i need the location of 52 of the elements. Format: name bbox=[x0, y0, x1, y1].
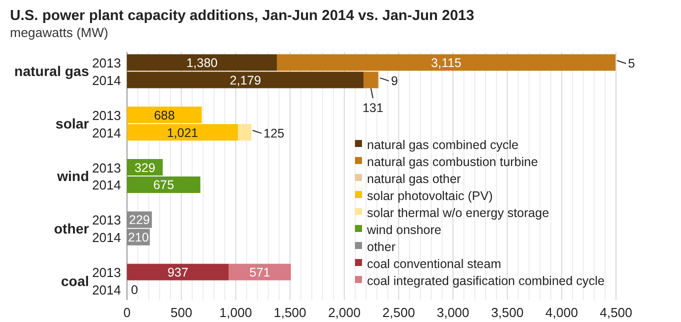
y-tick-label: 2013 bbox=[92, 265, 121, 280]
chart-title: U.S. power plant capacity additions, Jan-Jun 2014 vs. Jan-Jun 2013 bbox=[10, 8, 474, 24]
x-tick-label: 2,500 bbox=[382, 305, 415, 320]
y-tick-label: 2014 bbox=[92, 125, 121, 140]
legend-label: other bbox=[367, 240, 396, 254]
data-label: 0 bbox=[131, 283, 138, 298]
data-label: 329 bbox=[134, 160, 156, 175]
x-tick-label: 2,000 bbox=[328, 305, 361, 320]
y-tick-label: 2014 bbox=[92, 178, 121, 193]
y-tick-label: 2014 bbox=[92, 230, 121, 246]
data-label: 937 bbox=[167, 266, 188, 280]
data-label: 571 bbox=[249, 266, 270, 280]
legend-label: natural gas other bbox=[367, 172, 461, 186]
y-tick-label: 2013 bbox=[92, 108, 121, 123]
data-label: 210 bbox=[128, 230, 149, 245]
text: coal bbox=[60, 272, 89, 289]
x-tick-label: 1,500 bbox=[274, 305, 306, 320]
y-tick-label: 2013 bbox=[92, 212, 121, 228]
chart-subtitle: megawatts (MW) bbox=[10, 25, 108, 40]
data-label: 229 bbox=[129, 213, 150, 228]
x-tick-label: 0 bbox=[123, 305, 131, 320]
x-tick-label: 500 bbox=[170, 305, 192, 320]
text: natural gas bbox=[14, 63, 90, 80]
data-label: 1,021 bbox=[166, 126, 198, 140]
text: solar bbox=[56, 116, 90, 132]
x-tick-label: 1,000 bbox=[219, 305, 252, 320]
data-label: 9 bbox=[391, 74, 398, 88]
data-label: 1,380 bbox=[186, 56, 218, 70]
data-label: 675 bbox=[153, 178, 174, 192]
x-tick-label: 3,500 bbox=[491, 305, 524, 320]
legend-label: coal integrated gasification combined cycle bbox=[367, 274, 605, 288]
y-tick-label: 2014 bbox=[92, 72, 121, 88]
data-label: 131 bbox=[362, 101, 384, 116]
data-label: 2,179 bbox=[230, 73, 262, 88]
legend-label: coal conventional steam bbox=[367, 257, 502, 271]
x-tick-label: 4,500 bbox=[600, 305, 632, 320]
legend-label: solar thermal w/o energy storage bbox=[367, 206, 550, 220]
legend-label: wind onshore bbox=[366, 223, 442, 237]
y-tick-label: 2013 bbox=[92, 55, 121, 70]
data-label: 5 bbox=[628, 56, 635, 70]
y-tick-label: 2014 bbox=[92, 282, 121, 298]
legend-label: natural gas combined cycle bbox=[367, 138, 519, 152]
text: other bbox=[54, 220, 90, 236]
data-label: 125 bbox=[264, 126, 284, 140]
data-label: 3,115 bbox=[431, 56, 462, 70]
legend-label: natural gas combustion turbine bbox=[367, 155, 538, 169]
data-label: 688 bbox=[154, 108, 175, 122]
text: wind bbox=[56, 168, 89, 184]
x-tick-label: 3,000 bbox=[436, 305, 470, 320]
legend-label: solar photovoltaic (PV) bbox=[367, 189, 493, 203]
x-tick-label: 4,000 bbox=[545, 305, 578, 320]
y-tick-label: 2013 bbox=[92, 160, 121, 176]
